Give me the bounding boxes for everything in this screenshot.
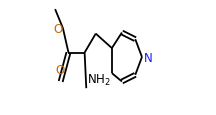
Text: O: O	[53, 22, 62, 35]
Text: NH$_2$: NH$_2$	[87, 72, 111, 87]
Text: N: N	[144, 51, 152, 64]
Text: O: O	[56, 63, 65, 76]
